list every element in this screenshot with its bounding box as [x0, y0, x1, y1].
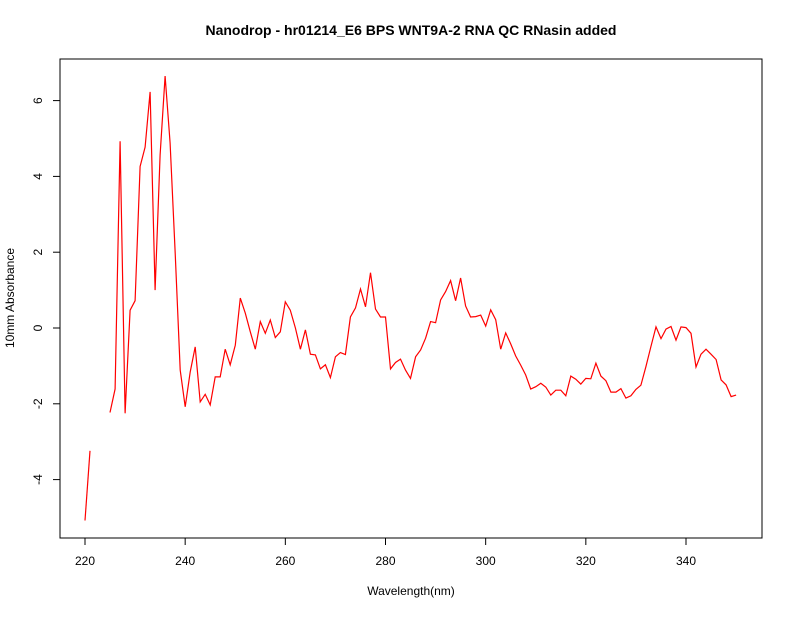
series-line-segment — [109, 75, 737, 414]
y-axis-label: 10mm Absorbance — [3, 248, 17, 348]
x-tick-label: 240 — [175, 554, 195, 568]
y-tick-label: 0 — [31, 324, 45, 331]
x-tick-label: 300 — [476, 554, 496, 568]
x-tick-label: 340 — [676, 554, 696, 568]
x-tick-label: 260 — [275, 554, 295, 568]
x-axis-label: Wavelength(nm) — [367, 584, 455, 598]
y-tick-label: 4 — [31, 173, 45, 180]
x-tick-label: 280 — [375, 554, 395, 568]
y-axis: -4 -2 0 2 4 6 — [31, 97, 61, 485]
chart-title: Nanodrop - hr01214_E6 BPS WNT9A-2 RNA QC… — [205, 22, 616, 38]
y-tick-label: 2 — [31, 249, 45, 256]
series-absorbance — [84, 75, 737, 521]
x-axis: 220 240 260 280 300 320 340 — [75, 537, 696, 568]
x-tick-label: 220 — [75, 554, 95, 568]
plot-frame — [59, 58, 763, 539]
series-line-segment — [84, 450, 91, 521]
x-tick-label: 320 — [576, 554, 596, 568]
y-tick-label: 6 — [31, 97, 45, 104]
y-tick-label: -4 — [31, 474, 45, 485]
y-tick-label: -2 — [31, 398, 45, 409]
